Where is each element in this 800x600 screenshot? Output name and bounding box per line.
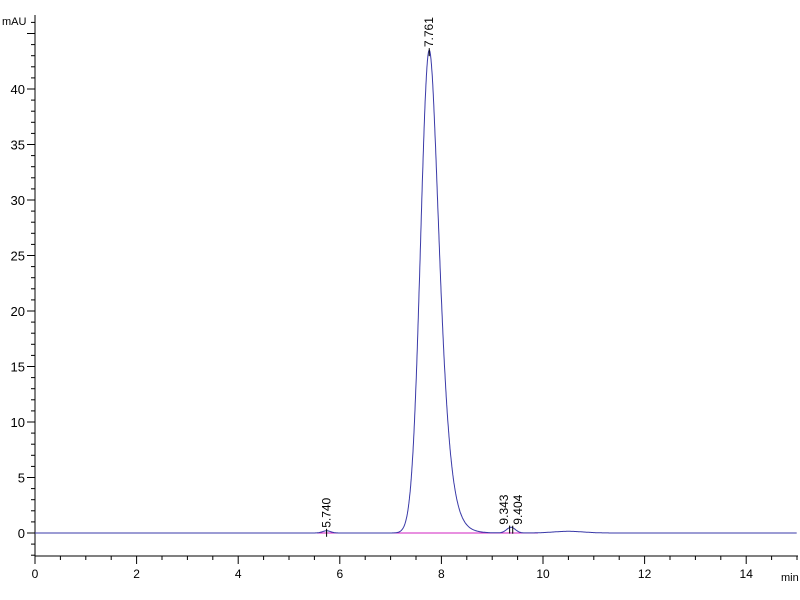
y-tick-label: 0 <box>18 526 25 541</box>
x-tick-label: 4 <box>235 567 242 581</box>
y-axis-label: mAU <box>2 16 27 28</box>
peak-label: 7.761 <box>422 17 436 47</box>
x-tick-label: 6 <box>336 567 343 581</box>
x-axis-label: min <box>781 572 799 584</box>
x-tick-label: 12 <box>638 567 652 581</box>
x-tick-label: 14 <box>740 567 754 581</box>
y-tick-label: 35 <box>11 138 25 153</box>
x-tick-label: 0 <box>32 567 39 581</box>
peak-labels: 5.740 7.761 9.343 9.404 <box>320 17 525 537</box>
y-tick-label: 25 <box>11 249 25 264</box>
signal-trace <box>35 49 797 534</box>
y-tick-label: 15 <box>11 360 25 375</box>
peak-label: 5.740 <box>320 497 334 527</box>
axes: 0 2 4 6 8 10 12 14 0 5 10 15 20 25 30 35 40 <box>11 15 798 581</box>
x-tick-label: 8 <box>438 567 445 581</box>
y-tick-label: 10 <box>11 415 25 430</box>
y-tick-label: 30 <box>11 193 25 208</box>
x-tick-label: 10 <box>536 567 550 581</box>
peak-label: 9.404 <box>511 494 525 524</box>
peak-label: 9.343 <box>497 494 511 524</box>
y-tick-label: 20 <box>11 304 25 319</box>
x-tick-label: 2 <box>133 567 140 581</box>
y-tick-label: 5 <box>18 471 25 486</box>
y-tick-label: 40 <box>11 82 25 97</box>
